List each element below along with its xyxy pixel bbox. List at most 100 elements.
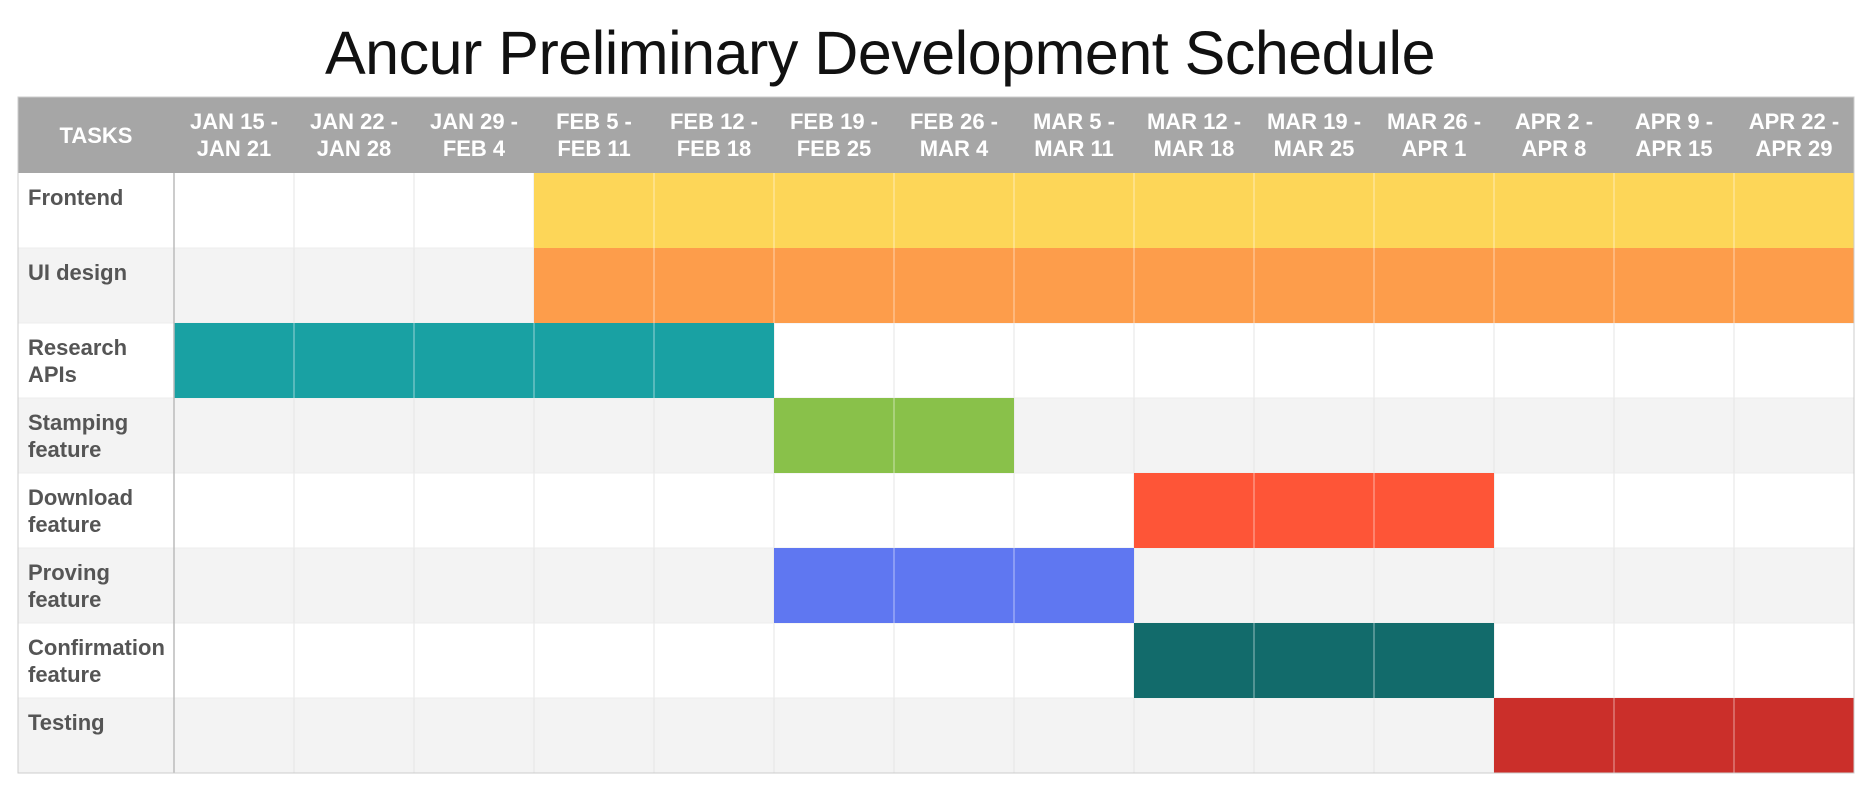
row-background — [18, 473, 1854, 548]
week-header: FEB 19 -FEB 25 — [790, 109, 878, 161]
task-label-line: feature — [28, 437, 101, 462]
task-bar-cell — [1494, 173, 1614, 248]
task-bar-cell — [1254, 248, 1374, 323]
week-header-line: JAN 22 - — [310, 109, 398, 134]
week-header: APR 2 -APR 8 — [1515, 109, 1593, 161]
task-bar-cell — [1254, 473, 1374, 548]
task-bar-cell — [1734, 698, 1854, 773]
task-bar-cell — [1134, 473, 1254, 548]
task-bar-cell — [774, 398, 894, 473]
task-label-line: Download — [28, 485, 133, 510]
header-band — [18, 97, 1854, 173]
week-header-line: JAN 15 - — [190, 109, 278, 134]
week-header-line: MAR 12 - — [1147, 109, 1241, 134]
task-label: Testing — [28, 710, 105, 735]
week-header-line: APR 15 — [1635, 136, 1712, 161]
week-header-line: APR 1 — [1402, 136, 1467, 161]
week-header-line: FEB 26 - — [910, 109, 998, 134]
task-bar-cell — [174, 323, 294, 398]
week-header-line: APR 9 - — [1635, 109, 1713, 134]
week-header-line: APR 22 - — [1749, 109, 1839, 134]
task-label-line: feature — [28, 662, 101, 687]
task-bar-cell — [1254, 173, 1374, 248]
task-bar-cell — [1614, 698, 1734, 773]
week-header-line: MAR 4 — [920, 136, 989, 161]
week-header: FEB 26 -MAR 4 — [910, 109, 998, 161]
week-header: APR 9 -APR 15 — [1635, 109, 1713, 161]
task-label-line: APIs — [28, 362, 77, 387]
task-bar-cell — [1494, 248, 1614, 323]
task-bar-cell — [1614, 173, 1734, 248]
table-border — [17, 96, 1855, 774]
week-header-line: FEB 11 — [557, 136, 630, 161]
week-header-line: JAN 28 — [317, 136, 392, 161]
task-bar-cell — [894, 548, 1014, 623]
week-header-line: FEB 18 — [677, 136, 752, 161]
task-label: Stamping feature — [28, 410, 128, 462]
row-background — [18, 623, 1854, 698]
task-bar-cell — [1134, 248, 1254, 323]
task-bar-cell — [774, 548, 894, 623]
task-bar-cell — [534, 323, 654, 398]
task-bar-cell — [1014, 248, 1134, 323]
task-label-line: feature — [28, 512, 101, 537]
task-bar-cell — [534, 173, 654, 248]
task-label: Proving feature — [28, 560, 110, 612]
chart-title: Ancur Preliminary Development Schedule — [324, 19, 1436, 87]
task-bar-cell — [1374, 248, 1494, 323]
week-header-line: FEB 19 - — [790, 109, 878, 134]
task-label-line: UI design — [28, 260, 127, 285]
week-header: JAN 15 -JAN 21 — [190, 109, 278, 161]
task-bar-cell — [294, 323, 414, 398]
task-label-line: Frontend — [28, 185, 123, 210]
task-label-line: Confirmation — [28, 635, 165, 660]
week-header: FEB 5 -FEB 11 — [556, 109, 632, 161]
task-bar-cell — [654, 173, 774, 248]
week-header-line: MAR 11 — [1034, 136, 1113, 161]
task-label: UI design — [28, 260, 127, 285]
week-header: APR 22 -APR 29 — [1749, 109, 1839, 161]
task-bar-cell — [1254, 623, 1374, 698]
task-bar-cell — [1014, 173, 1134, 248]
week-header: MAR 26 -APR 1 — [1387, 109, 1481, 161]
week-header-line: JAN 29 - — [430, 109, 518, 134]
week-header-line: FEB 25 — [797, 136, 872, 161]
week-header: FEB 12 -FEB 18 — [670, 109, 758, 161]
task-bar-cell — [1494, 698, 1614, 773]
task-label: Download feature — [28, 485, 133, 537]
week-header-line: MAR 5 - — [1033, 109, 1115, 134]
task-bar-cell — [1374, 173, 1494, 248]
task-bar-cell — [894, 398, 1014, 473]
week-header-line: JAN 21 — [197, 136, 272, 161]
task-label-line: Stamping — [28, 410, 128, 435]
task-bar-cell — [1734, 173, 1854, 248]
week-header: MAR 12 -MAR 18 — [1147, 109, 1241, 161]
task-label-line: Research — [28, 335, 127, 360]
week-header-line: MAR 25 — [1274, 136, 1355, 161]
task-bar-cell — [1734, 248, 1854, 323]
task-bar-cell — [414, 323, 534, 398]
week-header-line: APR 2 - — [1515, 109, 1593, 134]
task-bar-cell — [894, 248, 1014, 323]
header-tasks: TASKS — [60, 123, 133, 148]
task-label-line: feature — [28, 587, 101, 612]
task-label: Frontend — [28, 185, 123, 210]
task-bar-cell — [1134, 623, 1254, 698]
week-header-line: MAR 18 — [1154, 136, 1235, 161]
week-header-line: APR 29 — [1755, 136, 1832, 161]
task-bar-cell — [654, 323, 774, 398]
week-header-line: APR 8 — [1522, 136, 1587, 161]
task-label: Research APIs — [28, 335, 127, 387]
task-label-line: Testing — [28, 710, 105, 735]
task-bar-cell — [534, 248, 654, 323]
task-bar-cell — [774, 248, 894, 323]
task-label: Confirmation feature — [28, 635, 165, 687]
week-header-line: FEB 12 - — [670, 109, 758, 134]
week-header-line: MAR 19 - — [1267, 109, 1361, 134]
week-header: MAR 19 -MAR 25 — [1267, 109, 1361, 161]
task-bar-cell — [894, 173, 1014, 248]
task-bar-cell — [1374, 623, 1494, 698]
task-bar-cell — [654, 248, 774, 323]
task-bar-cell — [1014, 548, 1134, 623]
